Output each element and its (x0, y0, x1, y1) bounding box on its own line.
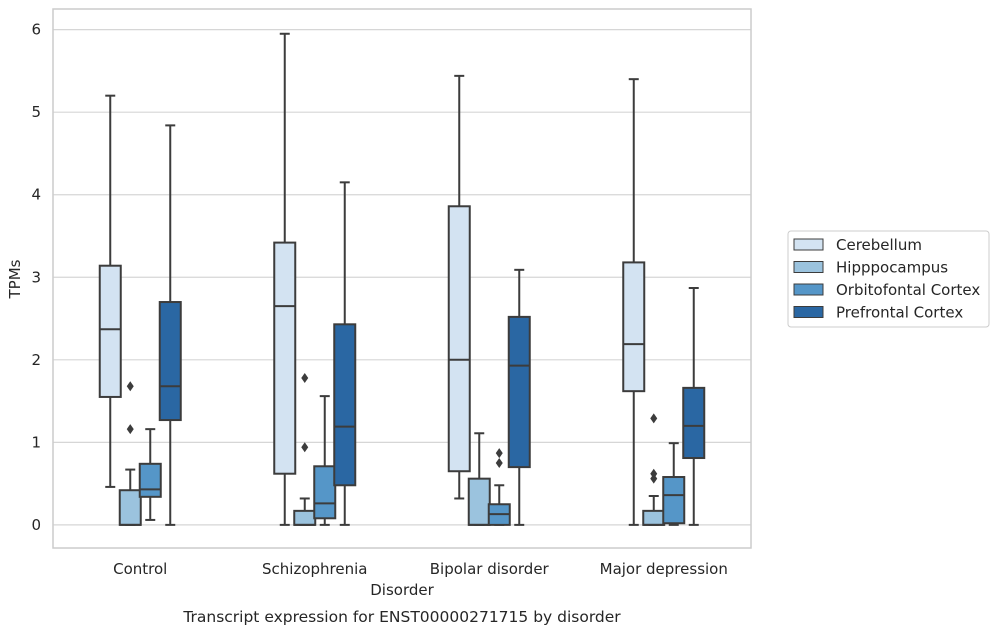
y-tick-label: 1 (31, 433, 41, 451)
legend-label: Hipppocampus (836, 259, 948, 277)
iqr-box (447, 205, 471, 473)
iqr-box (273, 241, 297, 475)
y-tick-label: 2 (31, 351, 41, 369)
outlier-point (495, 448, 503, 459)
box-orbitofontal-cortex (138, 428, 162, 521)
box-prefrontal-cortex (158, 124, 182, 526)
iqr-box (467, 477, 491, 526)
box-cerebellum (273, 32, 297, 526)
box-hipppocampus (293, 372, 317, 526)
outlier-point (126, 424, 134, 435)
y-axis-label: TPMs (6, 259, 24, 299)
legend-label: Prefrontal Cortex (836, 304, 963, 322)
iqr-box (138, 462, 162, 498)
iqr-box (293, 509, 317, 526)
gridlines (53, 29, 751, 526)
box-hipppocampus (118, 381, 142, 526)
y-tick-label: 6 (31, 21, 41, 39)
y-tick-label: 5 (31, 103, 41, 121)
x-tick-label: Bipolar disorder (430, 560, 550, 578)
box-orbitofontal-cortex (487, 448, 511, 526)
iqr-box (333, 323, 357, 487)
legend-label: Cerebellum (836, 236, 922, 254)
box-hipppocampus (642, 413, 666, 526)
iqr-box (118, 489, 142, 526)
chart-title: Transcript expression for ENST0000027171… (182, 608, 621, 626)
iqr-box (642, 509, 666, 526)
y-tick-label: 0 (31, 516, 41, 534)
legend-label: Orbitofontal Cortex (836, 281, 980, 299)
legend: Cerebellum Hipppocampus Orbitofontal Corte… (787, 230, 990, 328)
outlier-point (126, 381, 134, 392)
box-prefrontal-cortex (333, 181, 357, 526)
outlier-point (301, 442, 309, 453)
outlier-point (495, 457, 503, 468)
boxes-layer (98, 32, 706, 526)
box-prefrontal-cortex (682, 286, 706, 526)
outlier-point (650, 468, 658, 479)
outlier-point (301, 372, 309, 383)
x-tick-label: Major depression (600, 560, 728, 578)
legend-swatch (793, 238, 824, 251)
legend-frame (787, 230, 990, 328)
x-axis: Control Schizophrenia Bipolar disorder Majo… (113, 560, 728, 578)
box-hipppocampus (467, 432, 491, 526)
legend-swatch (793, 261, 824, 273)
box-cerebellum (622, 78, 646, 526)
y-axis: 0 1 2 3 4 5 6 (31, 21, 41, 534)
plot-area (52, 8, 752, 549)
iqr-box (98, 264, 122, 398)
box-prefrontal-cortex (507, 268, 531, 526)
legend-swatch (793, 283, 824, 296)
iqr-box (622, 261, 646, 393)
iqr-box (158, 301, 182, 422)
iqr-box (682, 386, 706, 460)
y-tick-label: 3 (31, 268, 41, 286)
x-tick-label: Schizophrenia (262, 560, 367, 578)
box-cerebellum (447, 74, 471, 500)
box-orbitofontal-cortex (662, 442, 686, 526)
box-orbitofontal-cortex (313, 395, 337, 526)
iqr-box (662, 476, 686, 525)
x-axis-label: Disorder (370, 581, 434, 599)
iqr-box (507, 315, 531, 469)
outlier-point (650, 413, 658, 424)
box-cerebellum (98, 94, 122, 488)
y-tick-label: 4 (31, 186, 41, 204)
legend-swatch (793, 306, 824, 318)
iqr-box (313, 465, 337, 520)
x-tick-label: Control (113, 560, 167, 578)
